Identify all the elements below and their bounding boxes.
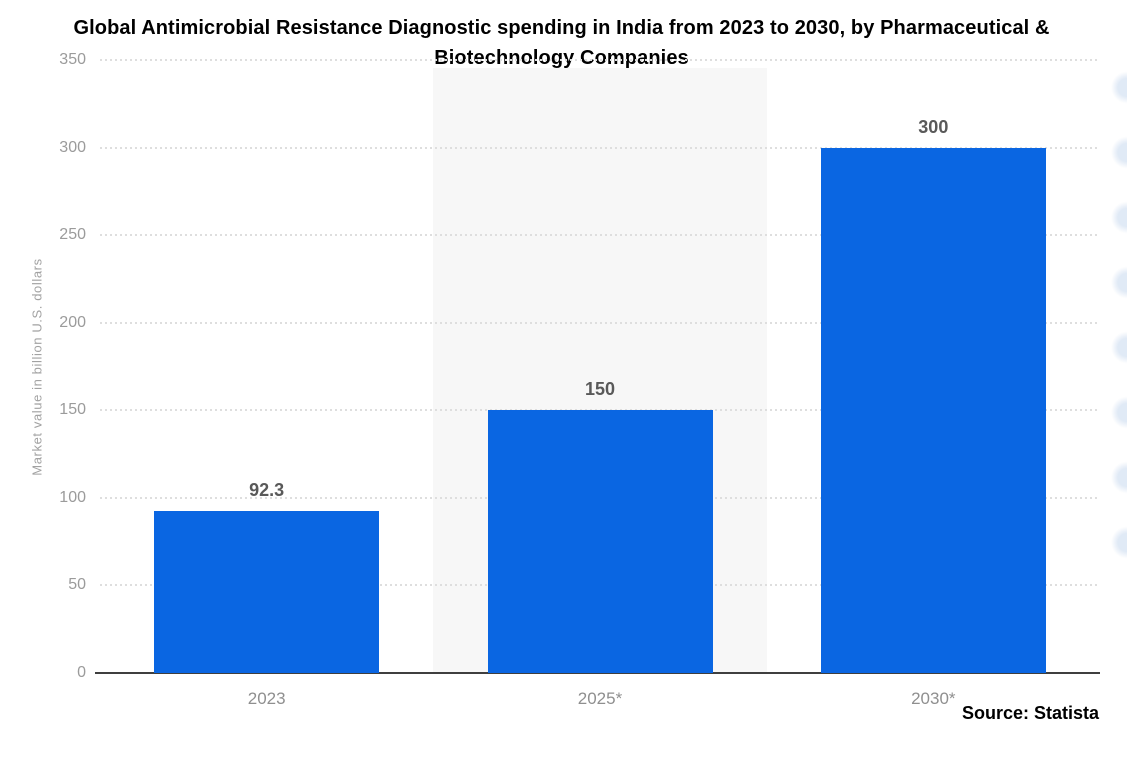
x-axis-line: [95, 672, 1100, 674]
y-tick-label-100: 100: [59, 488, 86, 506]
y-axis-title: Market value in billion U.S. dollars: [29, 258, 45, 476]
y-tick-label-350: 350: [59, 51, 86, 68]
value-label-2025*: 150: [584, 379, 616, 400]
source-credit: Source: Statista: [961, 703, 1099, 723]
y-tick-label-50: 50: [68, 576, 86, 594]
value-label-2023: 92.3: [249, 480, 285, 501]
bar-2023[interactable]: [154, 511, 380, 673]
value-label-2030*: 300: [918, 116, 949, 137]
y-tick-label-200: 200: [59, 313, 86, 331]
category-label-2030*: 2030*: [911, 689, 956, 708]
page-edge-decoration: [1105, 55, 1127, 585]
y-tick-label-300: 300: [59, 138, 86, 156]
y-tick-label-150: 150: [59, 401, 86, 419]
gridline-350: [100, 59, 1100, 61]
y-tick-label-0: 0: [77, 664, 86, 681]
bar-2025*[interactable]: [487, 410, 713, 673]
category-label-2025*: 2025*: [577, 689, 623, 708]
gridline-250: [100, 234, 1100, 237]
plot-area: 0 50 100 150 200 250 300 350 92.3 2023 150 2025* 300…: [59, 51, 1100, 708]
chart-title: Global Antimicrobial Resistance Diagnost…: [73, 17, 1050, 69]
category-label-2023: 2023: [247, 689, 286, 708]
gridline-300: [100, 146, 1100, 149]
y-tick-label-250: 250: [59, 226, 86, 244]
bar-2030*[interactable]: [820, 147, 1046, 673]
gridline-200: [100, 321, 1100, 324]
